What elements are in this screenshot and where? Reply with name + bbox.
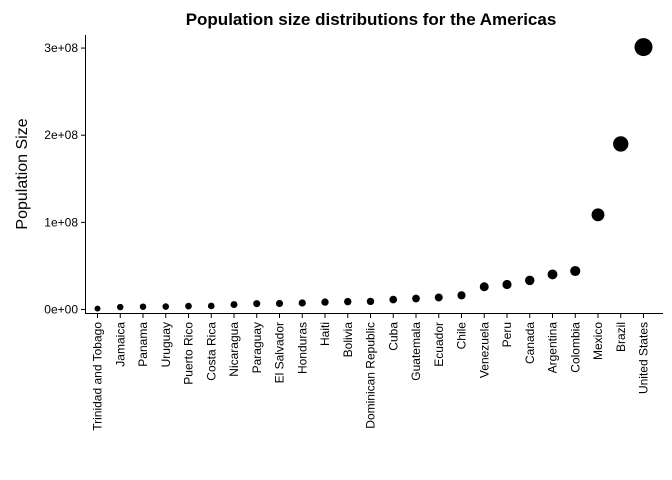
x-tick-label: Puerto Rico: [182, 322, 196, 385]
data-point: [434, 293, 443, 302]
data-point: [525, 275, 535, 286]
data-point: [94, 305, 101, 312]
x-tick-label: Chile: [455, 322, 469, 350]
data-point: [139, 303, 147, 310]
data-points: [94, 38, 653, 312]
x-tick-label: Brazil: [614, 322, 628, 352]
x-tick-label: Ecuador: [432, 322, 446, 367]
y-tick-label: 3e+08: [44, 41, 78, 55]
x-tick-label: Mexico: [591, 322, 605, 360]
data-point: [634, 38, 653, 57]
x-tick-label: Cuba: [386, 322, 400, 351]
y-axis-ticks: 0e+00 1e+08 2e+08 3e+08: [44, 41, 86, 317]
data-point: [613, 136, 629, 152]
data-point: [207, 302, 215, 310]
data-point: [162, 303, 170, 310]
x-tick-label: Bolivia: [341, 322, 355, 358]
x-tick-label: Jamaica: [113, 322, 127, 367]
x-tick-label: Argentina: [546, 322, 560, 374]
data-point: [321, 298, 329, 306]
x-tick-label: Panama: [136, 322, 150, 367]
y-axis-label: Population Size: [14, 118, 31, 229]
data-point: [479, 282, 489, 292]
data-point: [275, 299, 284, 308]
x-tick-label: Colombia: [568, 322, 582, 373]
x-tick-label: Venezuela: [477, 322, 491, 378]
data-point: [253, 300, 261, 308]
data-point: [117, 303, 124, 311]
y-tick-label: 0e+00: [44, 303, 78, 317]
data-point: [502, 279, 512, 290]
x-tick-label: Haiti: [318, 322, 332, 346]
data-point: [366, 297, 375, 306]
data-point: [298, 299, 306, 307]
data-point: [185, 302, 192, 310]
x-tick-label: Honduras: [295, 322, 309, 374]
data-point: [457, 291, 466, 300]
x-axis-ticks: Trinidad and Tobago Jamaica Panama Uruguay P…: [91, 313, 651, 431]
x-tick-label: Canada: [523, 322, 537, 364]
x-tick-label: Uruguay: [159, 322, 173, 367]
x-tick-label: Paraguay: [250, 322, 264, 373]
data-point: [412, 294, 420, 303]
x-tick-label: United States: [637, 322, 651, 394]
x-tick-label: Trinidad and Tobago: [91, 322, 105, 431]
x-tick-label: Costa Rica: [204, 322, 218, 381]
x-tick-label: Nicaragua: [227, 322, 241, 377]
chart-title: Population size distributions for the Am…: [186, 10, 557, 29]
x-tick-label: El Salvador: [273, 322, 287, 383]
data-point: [389, 295, 398, 304]
data-point: [570, 265, 581, 277]
data-point: [344, 297, 352, 306]
x-tick-label: Peru: [500, 322, 514, 347]
y-tick-label: 2e+08: [44, 128, 78, 142]
data-point: [547, 269, 558, 280]
data-point: [591, 208, 605, 222]
x-tick-label: Dominican Republic: [364, 322, 378, 429]
x-tick-label: Guatemala: [409, 322, 423, 381]
y-tick-label: 1e+08: [44, 215, 78, 229]
data-point: [230, 301, 238, 309]
